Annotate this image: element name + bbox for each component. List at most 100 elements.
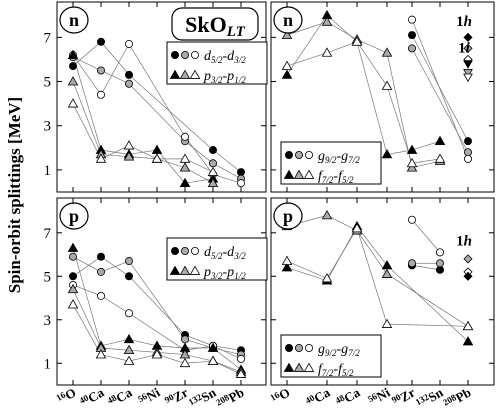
- data-point-triangle: [381, 260, 393, 270]
- legend-marker: [189, 265, 201, 275]
- series-line-1: [72, 256, 242, 355]
- x-tick-label: 90Zr: [390, 384, 418, 409]
- data-point-triangle: [321, 47, 333, 57]
- data-point-triangle: [179, 153, 191, 163]
- data-point-triangle: [381, 47, 393, 57]
- data-point-triangle: [67, 242, 79, 252]
- panel-frame: [56, 197, 267, 386]
- y-tick-label: 3: [44, 119, 52, 135]
- legend-marker: [284, 150, 293, 159]
- data-point-triangle: [207, 355, 219, 365]
- legend-marker: [304, 150, 313, 159]
- series-line-0: [411, 34, 469, 142]
- data-point-triangle: [67, 98, 79, 108]
- annotation-label: 1i: [458, 41, 471, 57]
- data-point-triangle: [207, 342, 219, 352]
- legend-label: d5/2-d3/2: [204, 49, 246, 65]
- data-point-triangle: [381, 80, 393, 90]
- data-point-triangle: [406, 157, 418, 168]
- data-point-circle: [125, 79, 134, 88]
- data-point-triangle: [462, 320, 474, 331]
- legend-label: d5/2-d3/2: [204, 245, 246, 261]
- data-point-circle: [435, 248, 444, 257]
- nucleon-badge: [273, 202, 303, 230]
- data-point-circle: [125, 39, 134, 48]
- data-point-circle: [407, 15, 416, 24]
- data-point-triangle: [179, 177, 191, 188]
- legend-marker: [169, 69, 181, 79]
- legend-label: p3/2-p1/2: [203, 265, 246, 281]
- legend-marker: [304, 343, 313, 352]
- series-line-3: [286, 225, 469, 342]
- x-tick-label: 208Pb: [441, 385, 473, 412]
- data-point-triangle: [321, 16, 333, 26]
- data-point-triangle: [235, 368, 247, 378]
- nucleon-label: n: [283, 10, 293, 30]
- extra-marker-triangle-down: [463, 73, 473, 83]
- x-tick-label: 48Ca: [333, 384, 362, 410]
- data-point-circle: [97, 267, 106, 276]
- legend-label: p3/2-p1/2: [203, 69, 246, 85]
- legend-label: f7/2-f5/2: [318, 362, 354, 378]
- y-tick-label: 7: [44, 226, 52, 242]
- y-tick-label: 3: [44, 313, 52, 329]
- legend-marker: [283, 169, 295, 179]
- data-point-triangle: [151, 349, 163, 359]
- model-label: SkOLT: [185, 12, 245, 40]
- extra-marker-diamond: [463, 254, 473, 264]
- data-point-circle: [463, 148, 472, 157]
- data-point-circle: [236, 168, 245, 177]
- data-point-triangle: [434, 153, 446, 163]
- legend-marker: [179, 69, 191, 79]
- series-line-2: [72, 284, 242, 360]
- data-point-circle: [407, 259, 416, 268]
- legend-marker: [170, 246, 179, 255]
- legend-marker: [179, 265, 191, 275]
- panel-frame: [56, 1, 267, 193]
- data-point-triangle: [67, 76, 79, 86]
- data-point-circle: [125, 257, 134, 266]
- y-tick-label: 5: [44, 75, 52, 91]
- series-line-4: [72, 81, 214, 184]
- data-point-triangle: [281, 255, 293, 265]
- data-point-triangle: [123, 140, 135, 150]
- series-line-5: [286, 227, 469, 327]
- data-point-circle: [180, 132, 189, 141]
- legend-marker: [294, 343, 303, 352]
- legend-marker: [303, 169, 315, 179]
- legend-marker: [180, 246, 189, 255]
- extra-marker-triangle-down: [463, 60, 473, 69]
- legend-marker: [293, 362, 305, 372]
- x-tick-label: 16O: [268, 385, 292, 408]
- x-tick-label: 208Pb: [214, 385, 246, 412]
- data-point-triangle: [123, 344, 135, 355]
- data-point-triangle: [321, 209, 333, 220]
- data-point-circle: [125, 272, 134, 281]
- data-point-circle: [97, 252, 106, 261]
- panel-frame: [270, 1, 495, 193]
- nucleon-badge: [273, 6, 303, 34]
- data-point-circle: [69, 252, 78, 261]
- data-point-circle: [208, 159, 217, 168]
- data-point-triangle: [381, 268, 393, 278]
- x-tick-label: 48Ca: [105, 384, 134, 410]
- legend-marker: [283, 362, 295, 372]
- data-point-triangle: [406, 144, 418, 154]
- data-point-circle: [97, 90, 106, 99]
- data-point-triangle: [67, 299, 79, 309]
- legend: d5/2-d3/2 p3/2-p1/2: [166, 41, 268, 85]
- data-point-triangle: [281, 69, 293, 79]
- data-point-circle: [208, 146, 217, 155]
- chart-panel-top-right: 1h 1i n g9/2-g7/2 f7/2-f5/2: [270, 1, 495, 193]
- series-line-3: [286, 14, 441, 155]
- data-point-circle: [407, 31, 416, 40]
- series-line-1: [72, 56, 242, 180]
- data-point-triangle: [381, 318, 393, 328]
- data-point-triangle: [207, 177, 219, 188]
- annotation-label: 1h: [456, 14, 472, 30]
- legend-marker: [284, 343, 293, 352]
- legend-marker: [190, 246, 199, 255]
- data-point-triangle: [434, 135, 446, 146]
- legend-marker: [169, 265, 181, 275]
- series-line-2: [411, 19, 469, 159]
